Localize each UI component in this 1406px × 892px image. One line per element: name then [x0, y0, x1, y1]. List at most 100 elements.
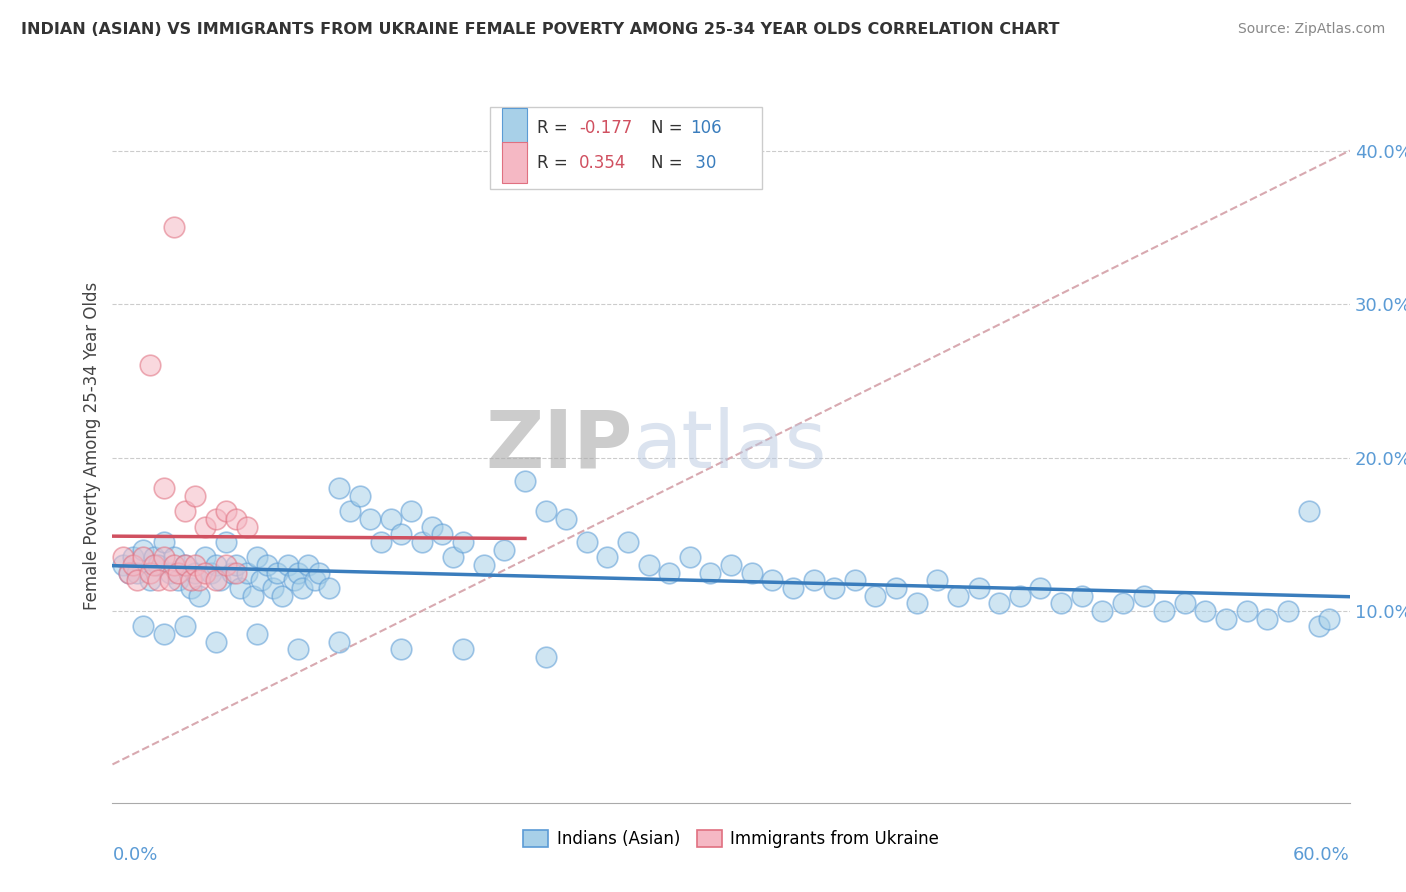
Point: [229, 581, 252, 595]
Point: [204, 558, 226, 572]
Point: [132, 619, 155, 633]
Point: [844, 574, 866, 588]
Point: [658, 566, 681, 580]
Point: [297, 558, 319, 572]
Point: [946, 589, 969, 603]
Point: [215, 535, 238, 549]
Point: [534, 650, 557, 665]
Point: [153, 550, 176, 565]
Text: 106: 106: [690, 120, 721, 137]
Point: [188, 574, 211, 588]
Point: [283, 574, 305, 588]
Point: [905, 596, 928, 610]
Text: -0.177: -0.177: [579, 120, 633, 137]
Point: [127, 574, 149, 588]
Point: [359, 512, 381, 526]
Point: [389, 642, 412, 657]
Point: [884, 581, 907, 595]
Point: [235, 566, 257, 580]
Point: [142, 558, 165, 572]
Point: [173, 558, 195, 572]
Point: [163, 558, 186, 572]
Point: [250, 574, 273, 588]
Point: [204, 634, 226, 648]
Point: [637, 558, 659, 572]
Point: [153, 535, 176, 549]
Text: R =: R =: [537, 120, 572, 137]
Point: [575, 535, 598, 549]
Point: [988, 596, 1011, 610]
Point: [927, 574, 949, 588]
Point: [513, 474, 536, 488]
Point: [246, 627, 269, 641]
Point: [242, 589, 264, 603]
Point: [194, 566, 217, 580]
Point: [215, 558, 238, 572]
Point: [401, 504, 423, 518]
Point: [617, 535, 640, 549]
Text: N =: N =: [651, 153, 688, 171]
Point: [163, 220, 186, 235]
Point: [266, 566, 288, 580]
Point: [188, 589, 211, 603]
Point: [153, 627, 176, 641]
Point: [153, 481, 176, 495]
Point: [122, 550, 145, 565]
Point: [111, 550, 134, 565]
Point: [277, 558, 299, 572]
Point: [184, 558, 207, 572]
Point: [1215, 612, 1237, 626]
Point: [270, 589, 292, 603]
Point: [420, 519, 443, 533]
Point: [534, 504, 557, 518]
Point: [432, 527, 454, 541]
Point: [451, 642, 474, 657]
Point: [555, 512, 578, 526]
Point: [1029, 581, 1052, 595]
Text: 60.0%: 60.0%: [1294, 846, 1350, 863]
Point: [304, 574, 326, 588]
Point: [328, 634, 350, 648]
Point: [349, 489, 371, 503]
Point: [167, 574, 190, 588]
Point: [256, 558, 278, 572]
Point: [287, 642, 309, 657]
FancyBboxPatch shape: [502, 142, 527, 184]
Point: [118, 566, 141, 580]
Point: [204, 512, 226, 526]
Point: [246, 550, 269, 565]
Y-axis label: Female Poverty Among 25-34 Year Olds: Female Poverty Among 25-34 Year Olds: [83, 282, 101, 610]
Point: [441, 550, 464, 565]
Point: [291, 581, 314, 595]
Point: [122, 558, 145, 572]
Point: [1236, 604, 1258, 618]
Point: [1008, 589, 1031, 603]
Point: [1050, 596, 1073, 610]
Point: [225, 566, 247, 580]
Point: [339, 504, 361, 518]
Text: R =: R =: [537, 153, 572, 171]
Point: [127, 566, 149, 580]
Point: [679, 550, 702, 565]
Point: [184, 489, 207, 503]
Point: [1317, 612, 1340, 626]
Point: [142, 550, 165, 565]
Point: [287, 566, 309, 580]
Point: [308, 566, 330, 580]
Point: [389, 527, 412, 541]
Point: [225, 512, 247, 526]
Text: 0.0%: 0.0%: [112, 846, 157, 863]
Legend: Indians (Asian), Immigrants from Ukraine: Indians (Asian), Immigrants from Ukraine: [516, 823, 946, 855]
Point: [159, 566, 181, 580]
Point: [208, 574, 231, 588]
Point: [1256, 612, 1278, 626]
Point: [1277, 604, 1299, 618]
Point: [204, 574, 226, 588]
Point: [180, 574, 202, 588]
Point: [146, 574, 169, 588]
Point: [823, 581, 845, 595]
Point: [146, 558, 169, 572]
Text: INDIAN (ASIAN) VS IMMIGRANTS FROM UKRAINE FEMALE POVERTY AMONG 25-34 YEAR OLDS C: INDIAN (ASIAN) VS IMMIGRANTS FROM UKRAIN…: [21, 22, 1060, 37]
Text: atlas: atlas: [633, 407, 827, 485]
Point: [720, 558, 742, 572]
